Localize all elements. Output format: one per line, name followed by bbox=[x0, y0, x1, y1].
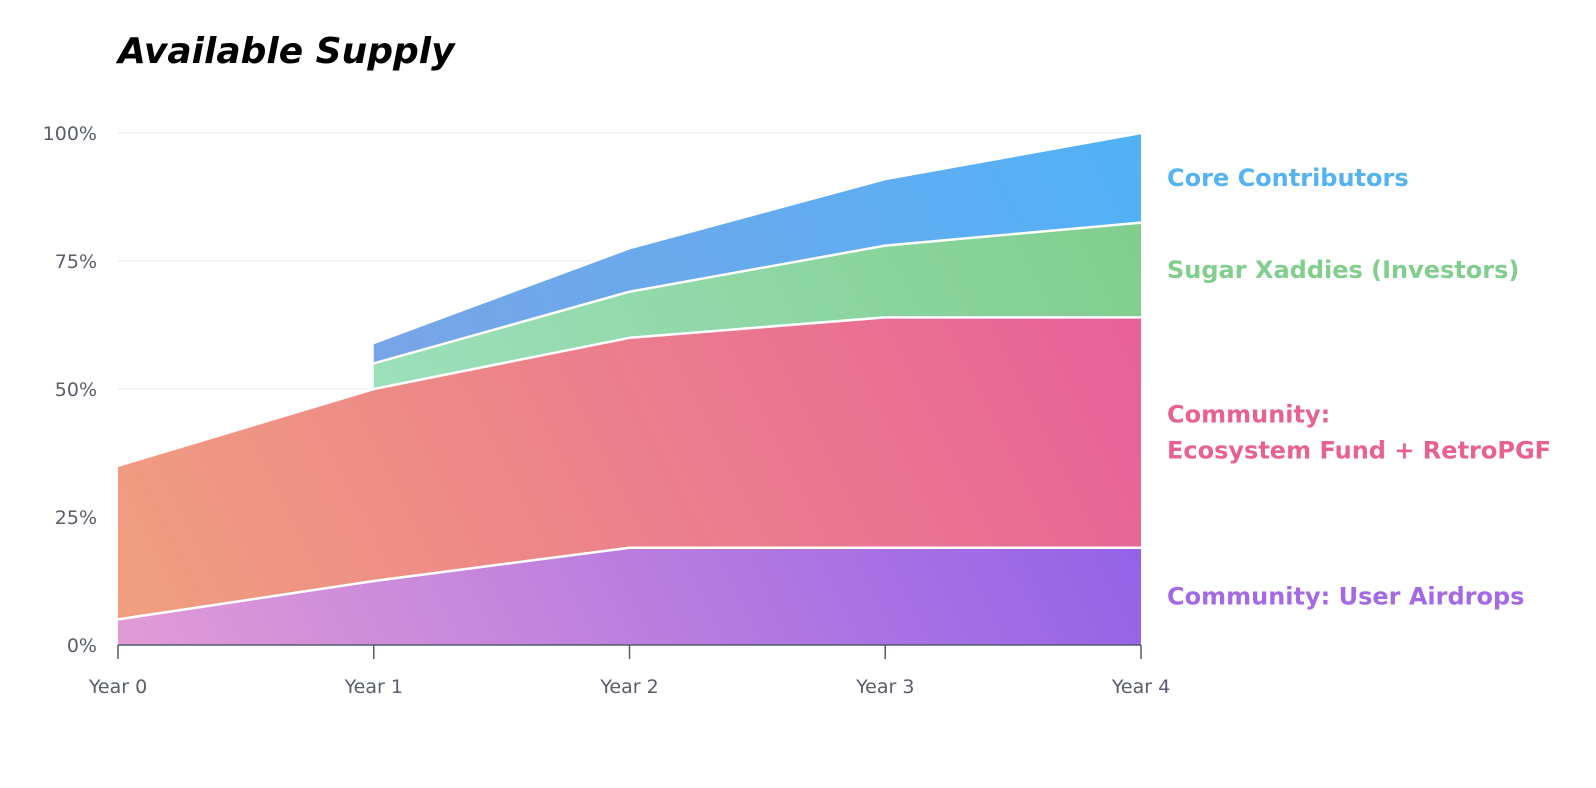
legend-label: Community: Ecosystem Fund + RetroPGF bbox=[1167, 401, 1551, 465]
series-boundary-line bbox=[117, 316, 1141, 467]
area-core-contributors bbox=[373, 133, 1141, 364]
y-tick-label: 100% bbox=[43, 123, 97, 145]
series-boundary-line bbox=[373, 131, 1142, 345]
legend-label-line: Core Contributors bbox=[1167, 164, 1409, 192]
axes: 0% 25% 50% 75% 100% Year 0 Year 1 Year 2 Year 3 Y… bbox=[43, 123, 1171, 698]
x-tick-label: Year 0 bbox=[88, 676, 147, 698]
chart-title: Available Supply bbox=[115, 31, 456, 72]
areas bbox=[118, 133, 1141, 645]
y-tick-label: 0% bbox=[67, 635, 97, 657]
y-tick-label: 50% bbox=[55, 379, 97, 401]
area-community-ecosystem-fund-retropgf bbox=[118, 317, 1141, 620]
legend-label: Community: User Airdrops bbox=[1167, 582, 1524, 610]
series-boundary-line bbox=[117, 546, 1141, 621]
x-tick-label: Year 1 bbox=[344, 676, 403, 698]
series-boundary-line bbox=[373, 221, 1142, 365]
legend-label: Core Contributors bbox=[1167, 164, 1409, 192]
legend-label-line: Ecosystem Fund + RetroPGF bbox=[1167, 437, 1551, 465]
area-sugar-xaddies-investors bbox=[373, 222, 1141, 389]
boundary-lines bbox=[117, 131, 1142, 621]
legend-label: Sugar Xaddies (Investors) bbox=[1167, 256, 1519, 284]
x-tick-label: Year 4 bbox=[1111, 676, 1170, 698]
y-tick-label: 25% bbox=[55, 507, 97, 529]
x-tick-label: Year 2 bbox=[599, 676, 658, 698]
area-community-user-airdrops bbox=[118, 547, 1141, 645]
legend-label-line: Community: bbox=[1167, 401, 1330, 429]
legend-label-line: Community: User Airdrops bbox=[1167, 582, 1524, 610]
legend-label-line: Sugar Xaddies (Investors) bbox=[1167, 256, 1519, 284]
y-tick-label: 75% bbox=[55, 251, 97, 273]
x-tick-label: Year 3 bbox=[855, 676, 914, 698]
legend: Community: User Airdrops Community: Ecosys… bbox=[1167, 164, 1551, 611]
